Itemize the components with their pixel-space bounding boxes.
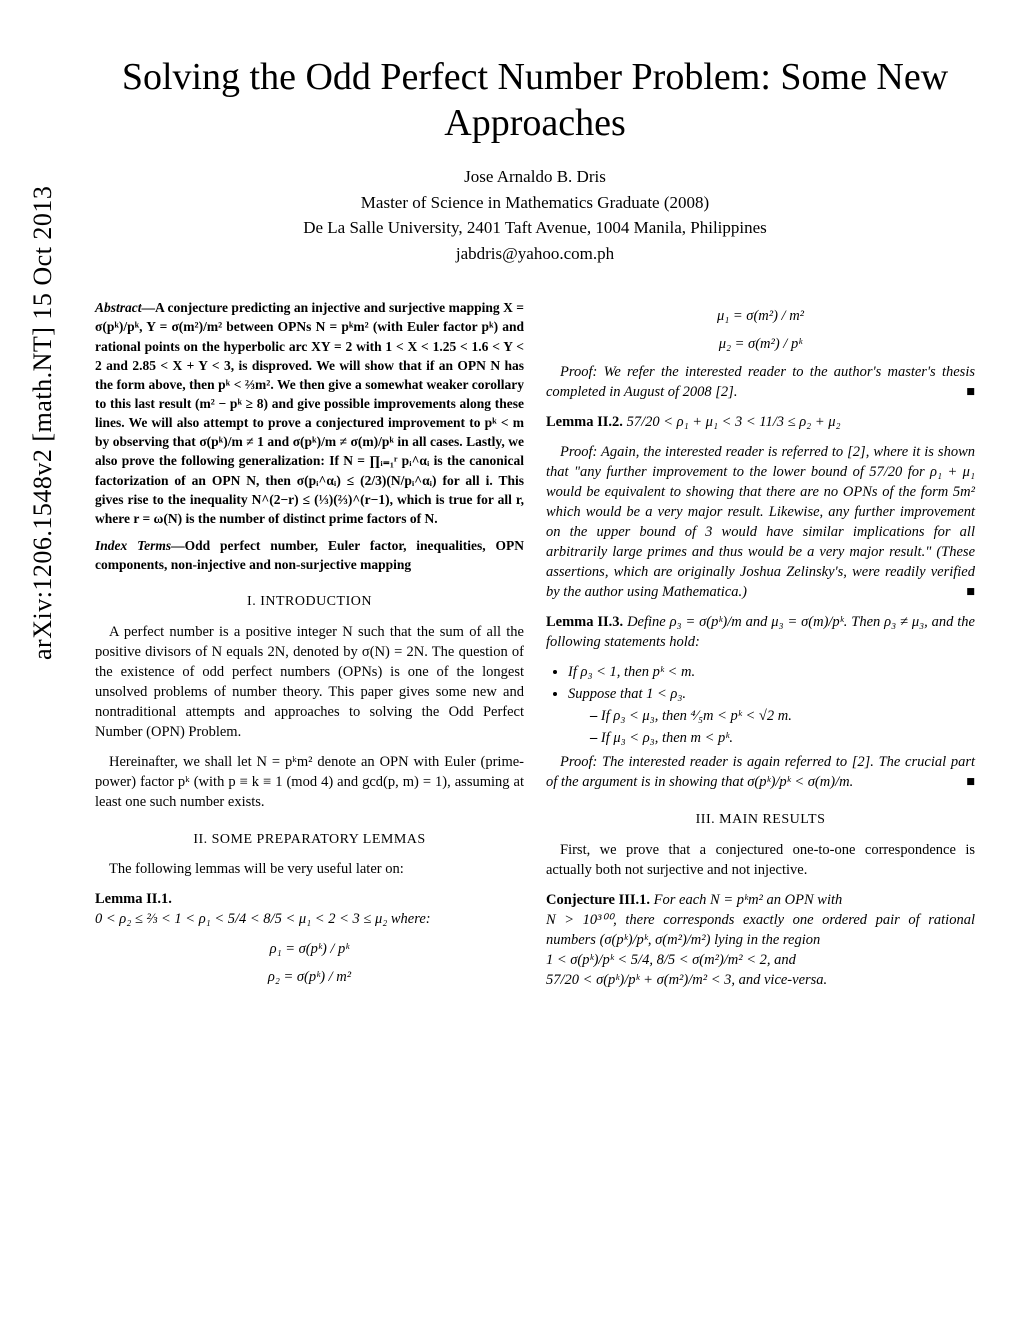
lemma-2-3-head: Lemma II.3. [546, 614, 623, 630]
lemma-2-1-head: Lemma II.1. [95, 891, 172, 907]
lemma-2-2: Lemma II.2. 57/20 < ρ₁ + μ₁ < 3 < 11/3 ≤… [546, 412, 975, 432]
conjecture-3-1-head: Conjecture III.1. [546, 892, 650, 908]
list-item-text: Suppose that 1 < ρ₃. [568, 686, 686, 702]
proof-2-1-text: Proof: We refer the interested reader to… [546, 364, 975, 400]
paper-title: Solving the Odd Perfect Number Problem: … [95, 55, 975, 146]
abstract-label: Abstract [95, 300, 142, 315]
section-2-heading: II. SOME PREPARATORY LEMMAS [95, 830, 524, 849]
abstract-text: —A conjecture predicting an injective an… [95, 300, 524, 526]
abstract: Abstract—A conjecture predicting an inje… [95, 298, 524, 528]
sec3-intro: First, we prove that a conjectured one-t… [546, 840, 975, 880]
qed-icon: ■ [952, 582, 975, 602]
proof-2-3-text: Proof: The interested reader is again re… [546, 754, 975, 790]
author-affil-1: Master of Science in Mathematics Graduat… [95, 190, 975, 216]
proof-2-3: Proof: The interested reader is again re… [546, 752, 975, 792]
arxiv-identifier: arXiv:1206.1548v2 [math.NT] 15 Oct 2013 [28, 186, 58, 660]
author-email: jabdris@yahoo.com.ph [95, 241, 975, 267]
conjecture-3-1-l3: 1 < σ(pᵏ)/pᵏ < 5/4, 8/5 < σ(m²)/m² < 2, … [546, 952, 796, 968]
rho2-equation: ρ₂ = σ(pᵏ) / m² [95, 967, 524, 987]
section-1-heading: I. INTRODUCTION [95, 592, 524, 611]
left-column: Abstract—A conjecture predicting an inje… [95, 298, 524, 999]
lemma-2-1-body: 0 < ρ₂ ≤ ⅔ < 1 < ρ₁ < 5/4 < 8/5 < μ₁ < 2… [95, 911, 431, 927]
list-item: If ρ₃ < μ₃, then ⁴⁄₅m < pᵏ < √2 m. [590, 706, 975, 726]
lemma-2-3-list: If ρ₃ < 1, then pᵏ < m. Suppose that 1 <… [568, 662, 975, 748]
conjecture-3-1-l2: N > 10³⁰⁰, there corresponds exactly one… [546, 912, 975, 948]
conjecture-3-1-l4: 57/20 < σ(pᵏ)/pᵏ + σ(m²)/m² < 3, and vic… [546, 972, 827, 988]
proof-2-2-text: Proof: Again, the interested reader is r… [546, 444, 975, 600]
author-block: Jose Arnaldo B. Dris Master of Science i… [95, 164, 975, 266]
index-terms: Index Terms—Odd perfect number, Euler fa… [95, 536, 524, 574]
rho1-equation: ρ₁ = σ(pᵏ) / pᵏ [95, 939, 524, 959]
list-item: If μ₃ < ρ₃, then m < pᵏ. [590, 728, 975, 748]
list-item: If ρ₃ < 1, then pᵏ < m. [568, 662, 975, 682]
author-affil-2: De La Salle University, 2401 Taft Avenue… [95, 215, 975, 241]
lemma-2-1: Lemma II.1. 0 < ρ₂ ≤ ⅔ < 1 < ρ₁ < 5/4 < … [95, 889, 524, 929]
lemma-2-2-body: 57/20 < ρ₁ + μ₁ < 3 < 11/3 ≤ ρ₂ + μ₂ [627, 414, 841, 430]
section-3-heading: III. MAIN RESULTS [546, 810, 975, 829]
lemma-2-3-sublist: If ρ₃ < μ₃, then ⁴⁄₅m < pᵏ < √2 m. If μ₃… [590, 706, 975, 748]
proof-2-1: Proof: We refer the interested reader to… [546, 362, 975, 402]
mu1-equation: μ₁ = σ(m²) / m² [546, 306, 975, 326]
two-column-body: Abstract—A conjecture predicting an inje… [95, 298, 975, 999]
list-item: Suppose that 1 < ρ₃. If ρ₃ < μ₃, then ⁴⁄… [568, 684, 975, 748]
index-label: Index Terms [95, 538, 171, 553]
qed-icon: ■ [952, 772, 975, 792]
author-name: Jose Arnaldo B. Dris [95, 164, 975, 190]
intro-paragraph-1: A perfect number is a positive integer N… [95, 622, 524, 742]
mu2-equation: μ₂ = σ(m²) / pᵏ [546, 334, 975, 354]
page-content: Solving the Odd Perfect Number Problem: … [95, 55, 975, 1000]
proof-2-2: Proof: Again, the interested reader is r… [546, 442, 975, 602]
conjecture-3-1: Conjecture III.1. For each N = pᵏm² an O… [546, 890, 975, 990]
right-column: μ₁ = σ(m²) / m² μ₂ = σ(m²) / pᵏ Proof: W… [546, 298, 975, 999]
intro-paragraph-2: Hereinafter, we shall let N = pᵏm² denot… [95, 752, 524, 812]
lemma-2-3: Lemma II.3. Define ρ₃ = σ(pᵏ)/m and μ₃ =… [546, 612, 975, 652]
conjecture-3-1-l1: For each N = pᵏm² an OPN with [654, 892, 843, 908]
qed-icon: ■ [952, 382, 975, 402]
sec2-intro: The following lemmas will be very useful… [95, 859, 524, 879]
lemma-2-2-head: Lemma II.2. [546, 414, 623, 430]
